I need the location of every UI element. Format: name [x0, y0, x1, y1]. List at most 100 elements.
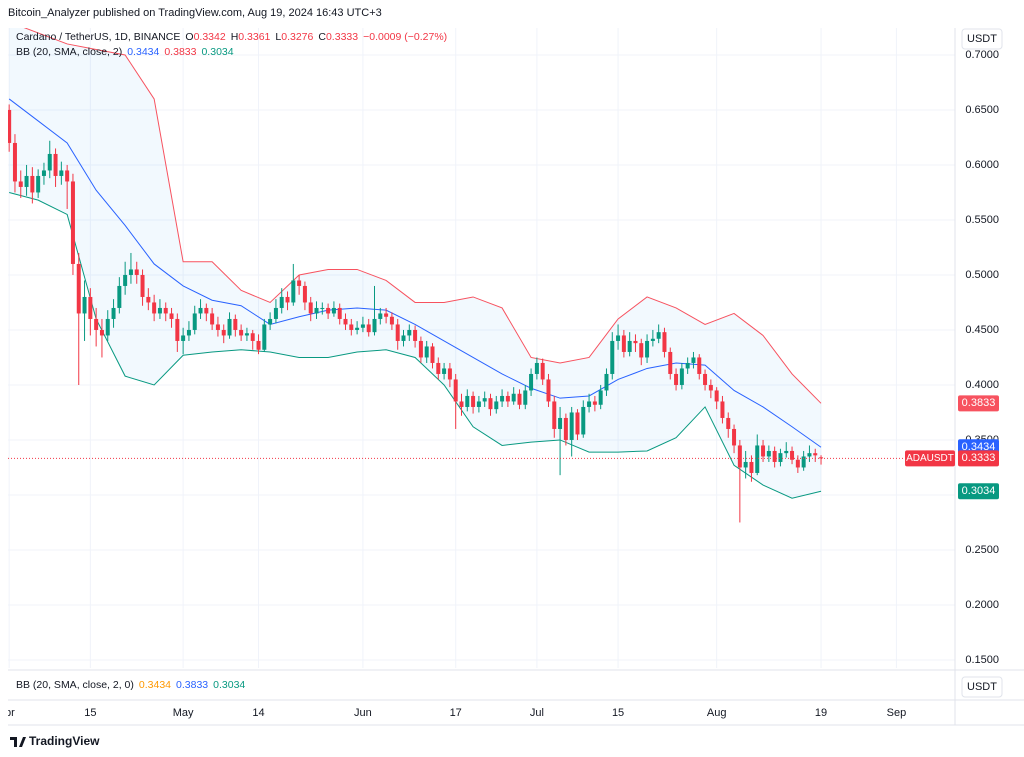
x-tick-label: 17: [450, 707, 462, 719]
x-tick-label: 15: [612, 707, 624, 719]
candle-body: [685, 362, 690, 369]
symbol-title: Cardano / TetherUS, 1D, BINANCE: [16, 31, 180, 43]
candle-body: [558, 417, 563, 429]
candle-body: [488, 398, 493, 410]
candle-body: [401, 335, 406, 341]
candle-body: [413, 329, 418, 341]
candle-body: [59, 170, 64, 176]
candle-body: [511, 393, 516, 402]
y-tick-label: 0.4000: [965, 379, 999, 391]
candle-body: [679, 368, 684, 385]
candle-body: [302, 285, 307, 303]
candle-body: [117, 285, 122, 308]
candle-body: [262, 324, 267, 350]
candle-body: [326, 307, 331, 314]
currency-label[interactable]: USDT: [967, 681, 997, 693]
candle-body: [186, 329, 191, 336]
candle-body: [210, 313, 215, 325]
candle-body: [471, 395, 476, 407]
candle-body: [53, 153, 58, 176]
candle-body: [65, 170, 70, 182]
plot-area: [8, 28, 955, 523]
bb-upper-price-label: 0.3833: [962, 397, 996, 409]
candle-body: [82, 296, 87, 314]
candle-body: [587, 401, 592, 407]
candle-body: [621, 335, 626, 352]
candle-body: [291, 280, 296, 303]
candle-body: [616, 335, 621, 341]
candle-body: [123, 274, 128, 286]
candle-body: [297, 280, 302, 286]
currency-button[interactable]: [961, 28, 1003, 50]
candle-body: [244, 333, 249, 336]
candle-body: [743, 461, 748, 468]
candle-body: [395, 324, 400, 341]
currency-label[interactable]: USDT: [967, 33, 997, 45]
candle-body: [198, 307, 203, 314]
x-tick-label: Jul: [530, 707, 544, 719]
bb-upper-price-label-box: [958, 395, 999, 412]
candle-body: [772, 450, 777, 462]
bb-lower-value: 0.3034: [201, 46, 233, 58]
publisher-line: Bitcoin_Analyzer published on TradingVie…: [8, 7, 382, 19]
candle-body: [697, 357, 702, 374]
candle-body: [662, 332, 667, 352]
candle-body: [494, 401, 499, 410]
y-tick-label: 0.4500: [965, 324, 999, 336]
candle-body: [500, 395, 505, 402]
currency-button[interactable]: [961, 676, 1003, 698]
candle-body: [529, 373, 534, 391]
last-price-label: 0.3333: [962, 452, 996, 464]
bb-pane-lower-value: 0.3034: [213, 679, 245, 691]
candle-body: [41, 170, 46, 176]
ohlc-letter: O: [185, 31, 193, 43]
candle-body: [204, 307, 209, 314]
candle-body: [790, 450, 795, 460]
candle-body: [726, 417, 731, 429]
candle-body: [111, 307, 116, 319]
y-tick-label: 0.2500: [965, 544, 999, 556]
candle-body: [24, 175, 29, 187]
bb-legend: BB (20, SMA, close, 2) 0.3434 0.3833 0.3034: [16, 46, 234, 58]
candle-body: [714, 390, 719, 402]
x-tick-label: Apr: [0, 707, 15, 719]
candle-body: [633, 340, 638, 344]
logo-icon: [10, 737, 26, 747]
ohlc-letter: L: [275, 31, 281, 43]
candle-body: [239, 329, 244, 336]
legend: Cardano / TetherUS, 1D, BINANCE O0.3342 H0…: [16, 31, 447, 691]
candle-body: [592, 401, 597, 405]
symbol-legend: Cardano / TetherUS, 1D, BINANCE O0.3342 H0…: [16, 31, 447, 43]
candle-body: [233, 318, 238, 330]
candle-body: [418, 340, 423, 358]
candle-body: [8, 109, 12, 143]
candle-body: [424, 346, 429, 358]
y-tick-label: 0.1500: [965, 654, 999, 666]
y-tick-label: 0.6500: [965, 104, 999, 116]
candle-body: [378, 313, 383, 319]
x-tick-label: May: [173, 707, 194, 719]
last-price-label-box: [958, 450, 999, 467]
y-tick-label: 0.5500: [965, 214, 999, 226]
candle-body: [737, 445, 742, 468]
candle-body: [215, 324, 220, 330]
y-tick-label: 0.7000: [965, 49, 999, 61]
ohlc-value: 0.3276: [281, 31, 313, 43]
bb-lower-line: [9, 191, 822, 499]
candle-body: [152, 302, 157, 314]
candle-body: [563, 417, 568, 440]
bb-middle-price-label: 0.3434: [962, 441, 996, 453]
candle-body: [99, 329, 104, 336]
candle-body: [523, 390, 528, 405]
candle-body: [227, 318, 232, 336]
bb-upper-value: 0.3833: [164, 46, 196, 58]
candle-body: [674, 373, 679, 385]
candle-body: [546, 379, 551, 402]
brand-name: TradingView: [29, 734, 100, 748]
bb-pane-name: BB (20, SMA, close, 2, 0): [16, 679, 134, 691]
candle-body: [807, 453, 812, 457]
bb-name: BB (20, SMA, close, 2): [16, 46, 122, 58]
candle-body: [268, 318, 273, 325]
candle-body: [720, 401, 725, 418]
